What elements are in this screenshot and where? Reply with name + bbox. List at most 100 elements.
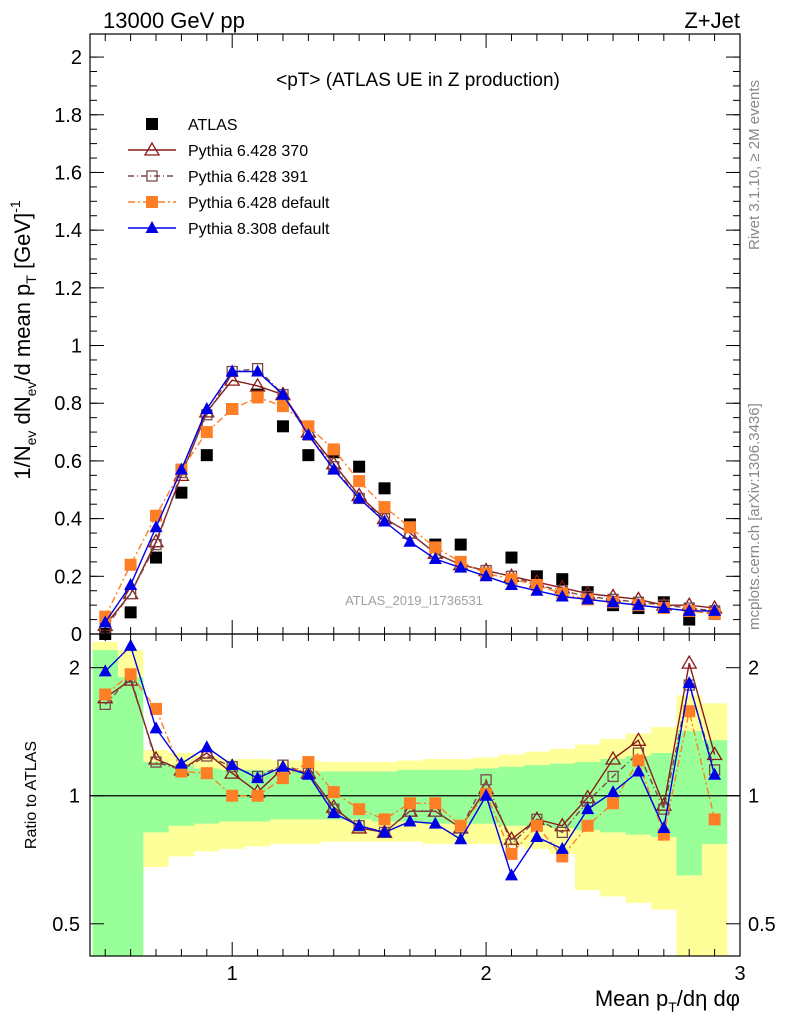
ratio-point xyxy=(124,668,137,681)
ratio-point xyxy=(454,819,467,832)
main-point xyxy=(150,509,163,522)
ratio-y-tick-label: 1 xyxy=(69,786,80,808)
ratio-point xyxy=(554,817,571,832)
main-series-line xyxy=(104,370,715,623)
legend-marker xyxy=(143,141,161,156)
ratio-point xyxy=(708,767,722,780)
ratio-point xyxy=(403,814,417,827)
ratio-point xyxy=(630,732,647,746)
ratio-point xyxy=(327,786,340,799)
rivet-version-label: Rivet 3.1.10, ≥ 2M events xyxy=(746,80,763,250)
main-point xyxy=(631,598,645,611)
ratio-point xyxy=(604,750,622,765)
legend-entry: ATLAS xyxy=(146,117,238,134)
ratio-point xyxy=(98,664,112,677)
main-point xyxy=(276,400,289,413)
legend-entry: Pythia 6.428 370 xyxy=(128,141,308,160)
ratio-point xyxy=(226,789,239,802)
main-point xyxy=(276,420,289,433)
ratio-point xyxy=(225,758,239,771)
main-point xyxy=(353,475,366,488)
main-point xyxy=(327,443,340,456)
main-plot-area xyxy=(97,362,723,640)
main-y-tick-label: 0 xyxy=(71,624,82,646)
header-collision-label: 13000 GeV pp xyxy=(103,8,245,33)
main-series-line xyxy=(104,396,715,617)
ratio-point xyxy=(429,797,442,810)
main-point xyxy=(657,601,671,614)
legend-label: Pythia 6.428 370 xyxy=(188,143,308,160)
main-point xyxy=(147,533,165,548)
main-point xyxy=(200,426,213,439)
ratio-point xyxy=(607,797,620,810)
main-point xyxy=(479,569,493,582)
main-point xyxy=(225,364,239,377)
main-point xyxy=(555,589,569,602)
ratio-point xyxy=(681,654,698,669)
main-point xyxy=(352,491,366,504)
main-point xyxy=(428,552,442,564)
main-series-4 xyxy=(98,364,722,628)
main-point xyxy=(378,482,391,495)
legend-entry: Pythia 6.428 391 xyxy=(128,169,308,186)
ratio-point xyxy=(174,756,188,769)
ratio-point xyxy=(149,721,163,734)
ratio-point xyxy=(632,754,645,767)
ratio-point xyxy=(124,638,138,651)
x-tick-label: 1 xyxy=(227,963,238,985)
legend-entry: Pythia 8.308 default xyxy=(128,221,330,238)
x-tick-label: 2 xyxy=(481,963,492,985)
legend-label: Pythia 6.428 default xyxy=(188,195,330,212)
main-point xyxy=(174,462,188,475)
main-y-tick-label: 0.2 xyxy=(54,566,82,588)
main-series-line xyxy=(104,367,715,629)
ratio-point xyxy=(276,759,290,772)
ratio-y-tick-label-right: 0.5 xyxy=(748,914,776,936)
ratio-point xyxy=(555,841,569,854)
ratio-point xyxy=(147,750,165,765)
main-series-line xyxy=(104,379,715,626)
main-point xyxy=(403,521,416,534)
ratio-point xyxy=(530,829,544,842)
main-y-tick-label: 1 xyxy=(71,336,82,358)
ratio-y-tick-label-right: 1 xyxy=(748,786,759,808)
ratio-point xyxy=(302,756,315,769)
legend-label: Pythia 8.308 default xyxy=(188,221,330,238)
ratio-point xyxy=(276,772,289,785)
ratio-series-line xyxy=(104,675,716,846)
main-y-tick-label: 2 xyxy=(71,47,82,69)
main-y-tick-label: 0.8 xyxy=(54,393,82,415)
ratio-plot-frame xyxy=(89,633,741,957)
x-tick-label: 3 xyxy=(734,963,745,985)
axis-ticks: 0 0.2 0.4 0.6 0.8 1 1.2 1.4 1.6 1.8 2 0.5 0.5 1 1 2 2 1 2 3 xyxy=(52,34,776,985)
ratio-point xyxy=(708,813,721,826)
main-point xyxy=(200,449,213,462)
main-y-axis-label: 1/Nev dNev/d mean pT [GeV]-1 xyxy=(7,200,39,480)
main-point xyxy=(708,603,722,616)
ratio-point xyxy=(403,797,416,810)
main-series-1 xyxy=(97,371,723,631)
ratio-point xyxy=(657,820,671,833)
ratio-y-tick-label-right: 2 xyxy=(748,658,759,680)
main-point xyxy=(301,427,315,440)
legend-label: Pythia 6.428 391 xyxy=(188,169,308,186)
ratio-point xyxy=(301,767,315,780)
main-point xyxy=(454,560,468,573)
legend-marker xyxy=(145,221,159,233)
ratio-point xyxy=(200,740,214,753)
ratio-point xyxy=(378,825,392,838)
ratio-point xyxy=(150,756,162,768)
main-point xyxy=(505,551,518,564)
ratio-series-3 xyxy=(98,638,722,881)
ratio-point xyxy=(378,813,391,826)
ratio-point xyxy=(251,789,264,802)
main-point xyxy=(353,460,366,473)
main-y-tick-label: 1.6 xyxy=(54,162,82,184)
main-point xyxy=(276,387,290,400)
main-point xyxy=(378,514,392,527)
main-point xyxy=(124,606,137,619)
ratio-plot-area xyxy=(90,638,740,956)
main-y-tick-label: 1.4 xyxy=(54,220,82,242)
main-point xyxy=(249,377,266,392)
